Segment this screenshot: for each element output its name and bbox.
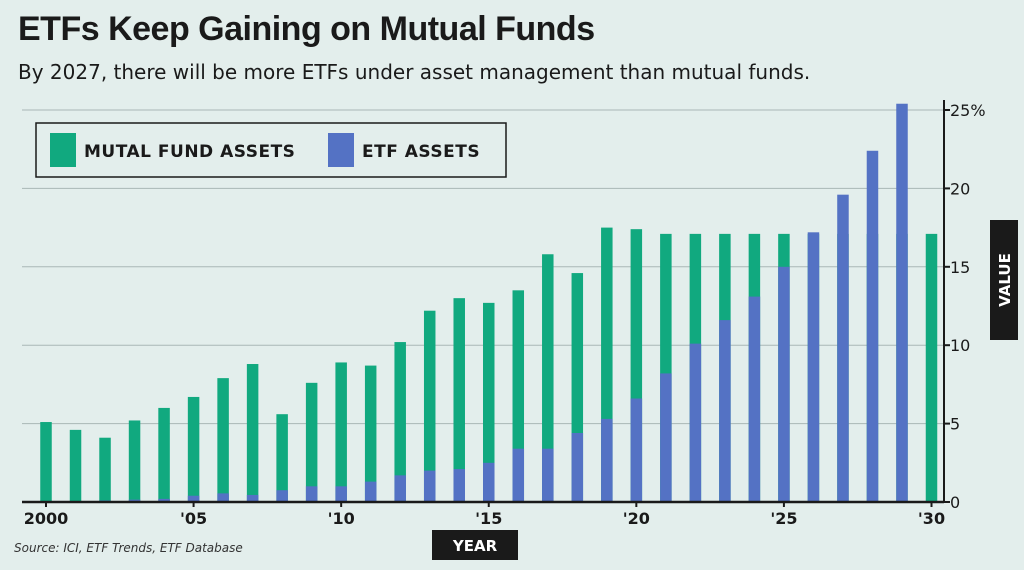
mutual-fund-bar-2001 bbox=[69, 429, 82, 502]
mutual-fund-bar-2011 bbox=[364, 365, 377, 502]
etf-bar-2019 bbox=[571, 433, 584, 502]
etf-bar-2005 bbox=[158, 498, 170, 502]
mutual-fund-bar-2003 bbox=[128, 420, 141, 502]
etf-bar-2013 bbox=[394, 475, 406, 502]
x-tick-label: '05 bbox=[180, 509, 207, 528]
legend-swatch bbox=[328, 133, 354, 167]
x-axis-label: YEAR bbox=[452, 537, 498, 555]
mutual-fund-bar-2002 bbox=[99, 437, 111, 502]
etf-bar-2024 bbox=[719, 320, 731, 502]
etf-bar-2012 bbox=[364, 481, 377, 502]
legend-swatch bbox=[50, 133, 76, 167]
x-tick-label: '30 bbox=[918, 509, 945, 528]
x-tick-label: 2000 bbox=[24, 509, 69, 528]
etf-bar-2010 bbox=[305, 486, 318, 502]
etf-bar-2006 bbox=[187, 495, 200, 502]
x-axis-label-box bbox=[432, 530, 518, 560]
x-tick-label: '20 bbox=[623, 509, 650, 528]
mutual-fund-bar-2018 bbox=[571, 273, 584, 502]
etf-bar-2016 bbox=[483, 462, 495, 502]
legend: MUTAL FUND ASSETS ETF ASSETS bbox=[35, 122, 507, 178]
axis-labels: YEAR VALUE bbox=[432, 220, 1018, 560]
y-tick-label: 15 bbox=[950, 258, 970, 277]
mutual-fund-bar-2004 bbox=[158, 407, 170, 502]
etf-bar-2027 bbox=[807, 232, 820, 502]
etf-bar-2008 bbox=[246, 494, 259, 502]
x-tick-label: '25 bbox=[770, 509, 797, 528]
mutual-fund-bar-2000 bbox=[40, 422, 52, 502]
etf-bar-2011 bbox=[335, 486, 347, 502]
mutual-fund-bar-2012 bbox=[394, 342, 406, 502]
y-tick-label: 25% bbox=[950, 101, 986, 120]
legend-label: MUTAL FUND ASSETS bbox=[84, 142, 295, 162]
etf-bar-2017 bbox=[512, 448, 525, 502]
etf-bar-2014 bbox=[423, 470, 436, 502]
y-tick-label: 10 bbox=[950, 336, 970, 355]
mutual-fund-bar-2021 bbox=[660, 233, 672, 502]
etf-bar-2026 bbox=[778, 266, 790, 502]
etf-bar-2020 bbox=[601, 418, 613, 502]
etf-bar-2023 bbox=[689, 343, 702, 502]
mutual-fund-bar-2015 bbox=[483, 302, 495, 502]
x-tick-label: '10 bbox=[328, 509, 355, 528]
chart-title: ETFs Keep Gaining on Mutual Funds bbox=[18, 10, 595, 48]
y-tick-label: 5 bbox=[950, 415, 960, 434]
mutual-fund-bar-2006 bbox=[217, 378, 229, 502]
legend-box bbox=[35, 122, 507, 178]
mutual-fund-bar-2010 bbox=[335, 362, 347, 502]
mutual-fund-bar-2020 bbox=[630, 229, 643, 502]
etf-bar-2022 bbox=[660, 373, 672, 502]
mutual-fund-bar-2008 bbox=[276, 414, 288, 502]
y-tick-label: 20 bbox=[950, 179, 970, 198]
y-axis-label: VALUE bbox=[996, 253, 1014, 307]
mutual-fund-bar-2013 bbox=[423, 310, 436, 502]
source-note: Source: ICI, ETF Trends, ETF Database bbox=[14, 541, 243, 555]
etf-bar-2029 bbox=[866, 150, 879, 502]
mutual-fund-bar-2030 bbox=[925, 233, 938, 502]
etf-bar-2025 bbox=[748, 296, 761, 502]
mutual-fund-bar-2009 bbox=[305, 382, 318, 502]
mutual-fund-bar-2017 bbox=[542, 254, 554, 502]
x-tick-label: '15 bbox=[475, 509, 502, 528]
etf-bar-2030 bbox=[896, 103, 908, 502]
etf-bar-2018 bbox=[542, 448, 554, 502]
mutual-fund-bar-2019 bbox=[601, 227, 613, 502]
legend-label: ETF ASSETS bbox=[362, 142, 480, 162]
etf-bar-2009 bbox=[276, 490, 288, 502]
mutual-fund-bar-2007 bbox=[246, 364, 259, 502]
mutual-fund-bar-2005 bbox=[187, 396, 200, 502]
bars bbox=[40, 103, 938, 502]
mutual-fund-bar-2014 bbox=[453, 298, 465, 502]
chart-subtitle: By 2027, there will be more ETFs under a… bbox=[18, 60, 811, 84]
y-tick-label: 0 bbox=[950, 493, 960, 512]
etf-bar-2028 bbox=[837, 194, 849, 502]
etf-bar-2021 bbox=[630, 398, 643, 502]
etf-bar-2015 bbox=[453, 469, 465, 502]
mutual-fund-bar-2016 bbox=[512, 290, 525, 502]
etf-bar-2007 bbox=[217, 493, 229, 502]
axes: 0 5 10 15 20 25% 2000 '05 '10 '15 '20 '25 '30 bbox=[22, 100, 986, 528]
y-axis-label-box bbox=[990, 220, 1018, 340]
